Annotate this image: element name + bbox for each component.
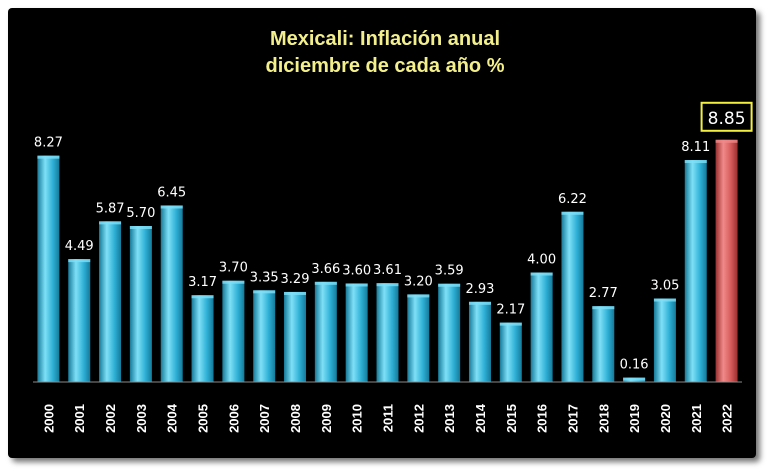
value-label-2018: 2.77 <box>589 286 618 301</box>
x-tick-label-2014: 2014 <box>473 403 488 433</box>
bar-cap-2010 <box>345 283 368 287</box>
value-label-2020: 3.05 <box>650 279 679 294</box>
bar-cap-2009 <box>314 281 337 285</box>
bar-2007 <box>253 290 276 382</box>
bar-2021 <box>684 160 707 382</box>
bar-cap-2020 <box>653 298 676 302</box>
bar-2015 <box>499 322 522 382</box>
bar-2006 <box>222 280 245 382</box>
x-tick-label-2010: 2010 <box>350 404 365 433</box>
bar-2017 <box>561 211 584 382</box>
bar-2011 <box>376 283 399 382</box>
value-label-2012: 3.20 <box>404 274 433 289</box>
bar-cap-2013 <box>438 283 461 287</box>
bar-2008 <box>284 291 307 382</box>
x-tick-label-2005: 2005 <box>196 404 211 433</box>
value-label-2003: 5.70 <box>126 206 155 221</box>
bar-2012 <box>407 294 430 382</box>
x-tick-label-2009: 2009 <box>319 404 334 433</box>
bar-cap-2019 <box>623 377 646 381</box>
bar-2004 <box>160 205 183 382</box>
x-tick-label-2022: 2022 <box>720 404 735 433</box>
bar-2016 <box>530 272 553 382</box>
x-tick-label-2018: 2018 <box>596 404 611 433</box>
x-tick-label-2021: 2021 <box>689 404 704 433</box>
chart-title-line-2: diciembre de cada año % <box>265 55 505 77</box>
bar-cap-2022 <box>715 139 738 143</box>
bar-cap-2015 <box>499 322 522 326</box>
bar-cap-2008 <box>284 291 307 295</box>
x-tick-label-2020: 2020 <box>658 404 673 433</box>
value-label-2002: 5.87 <box>96 201 125 216</box>
bar-cap-2017 <box>561 211 584 215</box>
bar-2001 <box>68 259 91 382</box>
bar-cap-2002 <box>99 221 122 225</box>
value-label-2011: 3.61 <box>373 263 402 278</box>
value-label-2006: 3.70 <box>219 261 248 276</box>
value-label-2010: 3.60 <box>342 263 371 278</box>
bar-2020 <box>653 298 676 382</box>
value-label-2001: 4.49 <box>65 239 94 254</box>
x-tick-label-2004: 2004 <box>165 403 180 433</box>
value-label-2014: 2.93 <box>466 282 495 297</box>
bar-2005 <box>191 295 214 382</box>
bar-cap-2011 <box>376 283 399 287</box>
value-label-2009: 3.66 <box>311 262 340 277</box>
value-label-2007: 3.35 <box>250 270 279 285</box>
bar-cap-2018 <box>592 306 615 310</box>
x-tick-label-2003: 2003 <box>134 404 149 433</box>
bar-2010 <box>345 283 368 382</box>
x-tick-label-2002: 2002 <box>103 404 118 433</box>
value-label-2017: 6.22 <box>558 192 587 207</box>
bar-cap-2016 <box>530 272 553 276</box>
x-tick-label-2012: 2012 <box>411 404 426 433</box>
x-tick-label-2019: 2019 <box>627 404 642 433</box>
x-tick-label-2017: 2017 <box>565 404 580 433</box>
bar-2018 <box>592 306 615 382</box>
value-label-2015: 2.17 <box>496 303 525 318</box>
x-tick-label-2013: 2013 <box>442 404 457 433</box>
value-label-2022: 8.85 <box>708 109 746 129</box>
bar-cap-2004 <box>160 205 183 209</box>
value-label-2000: 8.27 <box>34 136 63 151</box>
bar-cap-2014 <box>468 301 491 305</box>
value-label-2021: 8.11 <box>681 140 710 155</box>
value-label-2005: 3.17 <box>188 275 217 290</box>
chart-title-line-1: Mexicali: Inflación anual <box>269 28 501 50</box>
bar-cap-2005 <box>191 295 214 299</box>
bar-cap-2001 <box>68 259 91 263</box>
value-label-2019: 0.16 <box>620 358 649 373</box>
x-tick-label-2008: 2008 <box>288 404 303 433</box>
value-label-2016: 4.00 <box>527 253 556 268</box>
x-tick-label-2015: 2015 <box>504 404 519 433</box>
highlight-value-box <box>700 101 753 132</box>
bar-2003 <box>129 226 152 382</box>
bar-2000 <box>37 155 60 382</box>
bar-2013 <box>438 283 461 382</box>
bar-cap-2012 <box>407 294 430 298</box>
bar-2009 <box>314 281 337 382</box>
x-tick-label-2016: 2016 <box>535 404 550 433</box>
x-tick-label-2000: 2000 <box>41 404 56 433</box>
bar-2002 <box>99 221 122 382</box>
x-tick-label-2011: 2011 <box>381 404 396 432</box>
bar-cap-2007 <box>253 290 276 294</box>
x-tick-label-2006: 2006 <box>226 404 241 433</box>
bar-2022 <box>715 139 738 382</box>
x-tick-label-2001: 2001 <box>72 404 87 433</box>
value-label-2013: 3.59 <box>435 264 464 279</box>
value-label-2008: 3.29 <box>281 272 310 287</box>
value-label-2004: 6.45 <box>157 185 186 200</box>
bar-2014 <box>468 301 491 382</box>
bar-cap-2003 <box>129 226 152 229</box>
x-tick-label-2007: 2007 <box>257 404 272 433</box>
bar-cap-2000 <box>37 155 60 159</box>
bar-cap-2006 <box>222 280 245 284</box>
bar-cap-2021 <box>684 160 707 164</box>
